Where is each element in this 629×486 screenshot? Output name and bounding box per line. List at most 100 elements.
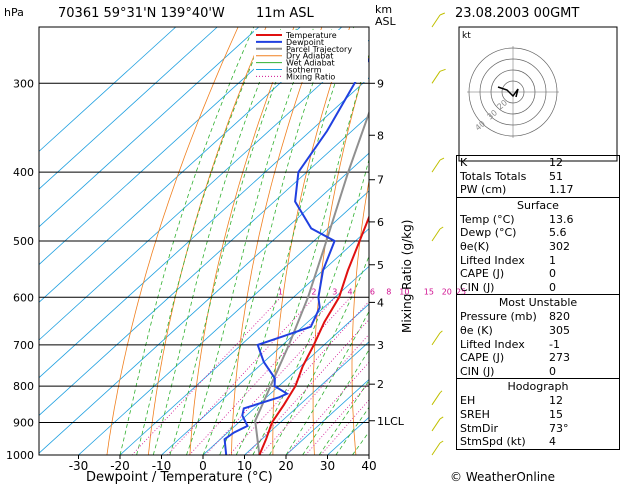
wind-barb bbox=[431, 442, 441, 456]
hodograph-title: Hodograph bbox=[457, 378, 619, 394]
isotherm-line bbox=[202, 303, 369, 455]
index-row: CAPE (J) 0 bbox=[457, 267, 619, 281]
most-unstable-title: Most Unstable bbox=[457, 294, 619, 310]
x-tick-label: 10 bbox=[237, 459, 252, 473]
mixing-ratio-line bbox=[286, 361, 369, 455]
index-label: Lifted Index bbox=[460, 253, 525, 267]
wind-barb bbox=[431, 418, 441, 432]
wet-adiabat-line bbox=[152, 27, 282, 455]
mixing-ratio-label: 2 bbox=[311, 287, 316, 296]
pressure-tick-label: 500 bbox=[13, 235, 34, 248]
dry-adiabat-line bbox=[625, 27, 629, 455]
index-row: EH 12 bbox=[457, 394, 619, 408]
x-tick-label: 30 bbox=[320, 459, 335, 473]
temperature-line bbox=[258, 214, 369, 455]
index-value: 305 bbox=[549, 323, 570, 337]
station-info: 70361 59°31'N 139°40'W bbox=[58, 6, 225, 21]
index-label: θe (K) bbox=[460, 323, 493, 337]
index-row: Lifted Index -1 bbox=[457, 338, 619, 352]
pressure-tick-label: 600 bbox=[13, 291, 34, 304]
wind-barb bbox=[431, 71, 441, 84]
wind-barb bbox=[431, 332, 441, 346]
mixing-ratio-axis-label: Mixing Ratio (g/kg) bbox=[400, 219, 414, 333]
wind-barb-flag bbox=[439, 12, 445, 16]
most-unstable-indices: Pressure (mb) 820 θe (K) 305 Lifted Index -1 C… bbox=[457, 310, 619, 378]
wind-barb-flag bbox=[439, 330, 443, 334]
index-row: StmSpd (kt) 4 bbox=[457, 435, 619, 449]
index-row: Lifted Index 1 bbox=[457, 254, 619, 268]
altitude-tick-label: 7 bbox=[377, 174, 384, 187]
station-elevation: 11m ASL bbox=[256, 6, 314, 21]
index-label: PW (cm) bbox=[460, 183, 507, 197]
index-label: Lifted Index bbox=[460, 337, 525, 351]
index-label: CAPE (J) bbox=[460, 351, 505, 365]
legend-label: Mixing Ratio bbox=[286, 72, 335, 81]
pressure-tick-label: 300 bbox=[13, 77, 34, 90]
index-row: PW (cm) 1.17 bbox=[457, 183, 619, 197]
wet-adiabat-line bbox=[335, 406, 369, 455]
legend-label: Temperature bbox=[285, 31, 337, 40]
mixing-ratio-line bbox=[246, 319, 369, 455]
altitude-tick-label: 1LCL bbox=[377, 415, 405, 428]
index-label: StmSpd (kt) bbox=[460, 435, 526, 449]
index-label: SREH bbox=[460, 407, 490, 421]
index-row: SREH 15 bbox=[457, 408, 619, 422]
index-value: 1 bbox=[549, 253, 556, 267]
plot-frame bbox=[38, 26, 370, 456]
index-value: 820 bbox=[549, 310, 570, 324]
pressure-tick-label: 1000 bbox=[6, 449, 34, 462]
isotherm-line bbox=[39, 27, 260, 228]
index-value: 73° bbox=[549, 421, 569, 435]
wind-barb bbox=[431, 392, 441, 406]
mixing-ratio-line bbox=[320, 399, 369, 455]
index-row: θe(K) 302 bbox=[457, 240, 619, 254]
wet-adiabat-line bbox=[235, 53, 369, 455]
isotherm-line bbox=[244, 341, 369, 455]
wet-adiabat-line bbox=[186, 27, 315, 455]
index-row: Temp (°C) 13.6 bbox=[457, 213, 619, 227]
wet-adiabat-line bbox=[202, 27, 334, 455]
pressure-tick-label: 700 bbox=[13, 339, 34, 352]
index-value: 302 bbox=[549, 239, 570, 253]
index-label: Dewp (°C) bbox=[460, 226, 517, 240]
altitude-tick-label: 8 bbox=[377, 129, 384, 142]
index-row: StmDir 73° bbox=[457, 422, 619, 436]
x-axis-label: Dewpoint / Temperature (°C) bbox=[86, 470, 273, 485]
legend-label: Parcel Trajectory bbox=[286, 45, 352, 54]
x-tick-label: -20 bbox=[110, 459, 130, 473]
x-tick-label: 40 bbox=[361, 459, 376, 473]
wind-barb-flag bbox=[439, 390, 443, 394]
wet-adiabat-line bbox=[269, 255, 369, 455]
mixing-ratio-label: 4 bbox=[347, 287, 352, 296]
index-label: CIN (J) bbox=[460, 280, 495, 294]
km-label: km bbox=[375, 3, 393, 16]
index-value: 12 bbox=[549, 394, 563, 408]
mixing-ratio-label: 10 bbox=[399, 287, 409, 296]
wind-barb-flag bbox=[439, 440, 444, 444]
dry-adiabat-line bbox=[106, 27, 239, 455]
hodograph-trace bbox=[497, 86, 519, 98]
asl-label: ASL bbox=[375, 15, 396, 28]
index-value: 4 bbox=[549, 435, 556, 449]
sounding-traces bbox=[223, 56, 369, 455]
index-value: 12 bbox=[549, 156, 563, 169]
isotherm-line bbox=[285, 379, 369, 455]
altitude-tick-label: 6 bbox=[377, 216, 384, 229]
index-label: K bbox=[460, 156, 468, 169]
altitude-tick-label: 9 bbox=[377, 77, 384, 90]
index-row: CIN (J) 0 bbox=[457, 365, 619, 379]
wind-barb bbox=[431, 228, 441, 242]
index-value: 0 bbox=[549, 280, 556, 294]
wet-adiabat-line bbox=[169, 27, 298, 455]
surface-title: Surface bbox=[457, 196, 619, 213]
index-value: 5.6 bbox=[549, 226, 567, 240]
index-row: θe (K) 305 bbox=[457, 324, 619, 338]
x-tick-label: 0 bbox=[199, 459, 207, 473]
surface-indices: Temp (°C) 13.6 Dewp (°C) 5.6 θe(K) 302 Lifted … bbox=[457, 213, 619, 295]
legend-label: Isotherm bbox=[286, 66, 322, 75]
mixing-ratio-label: 15 bbox=[424, 287, 434, 296]
x-tick-label: -30 bbox=[69, 459, 89, 473]
index-row: Pressure (mb) 820 bbox=[457, 310, 619, 324]
index-value: -1 bbox=[549, 337, 560, 351]
